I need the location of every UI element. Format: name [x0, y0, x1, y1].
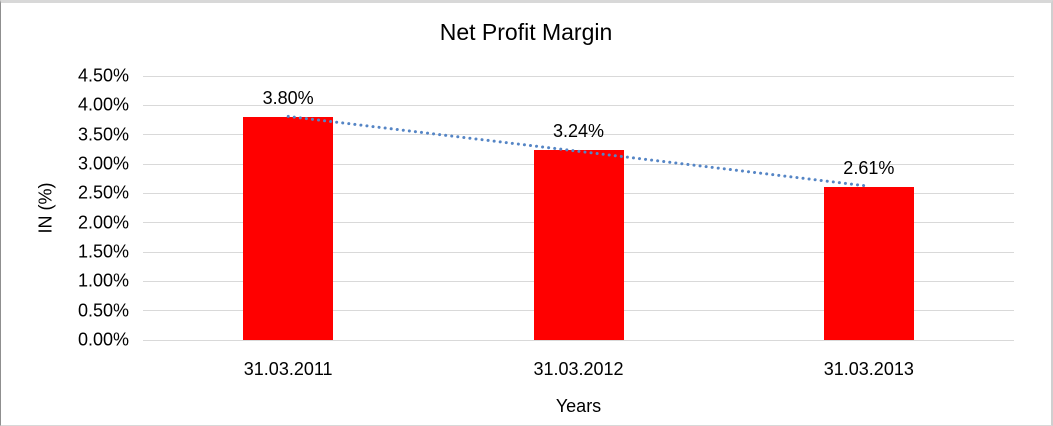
gridline: [143, 134, 1014, 136]
x-axis-category-labels: 31.03.2011 31.03.2012 31.03.2013: [143, 359, 1014, 380]
y-axis-tick-labels: 4.50% 4.00% 3.50% 3.00% 2.50% 2.00% 1.50% 1.00%…: [1, 66, 129, 350]
bar-31.03.2011: [243, 117, 334, 340]
y-tick-label: 1.00%: [77, 270, 129, 291]
linear-trendline: [286, 114, 871, 188]
x-category-label: 31.03.2013: [823, 359, 914, 379]
y-tick-label: 4.50%: [77, 65, 129, 86]
data-label: 2.61%: [843, 157, 895, 178]
y-tick-label: 3.50%: [77, 124, 129, 145]
chart-title: Net Profit Margin: [439, 19, 613, 45]
y-tick-label: 3.00%: [77, 153, 129, 174]
y-tick-label: 2.00%: [77, 212, 129, 233]
y-tick-label: 0.00%: [77, 329, 129, 350]
trendline-layer: [286, 114, 871, 188]
plot-area: 3.80% 3.24% 2.61%: [143, 75, 1014, 341]
y-tick-label: 4.00%: [77, 94, 129, 115]
gridline: [143, 339, 1014, 341]
bar-31.03.2013: [823, 186, 914, 340]
bar-31.03.2012: [533, 149, 624, 340]
data-label: 3.80%: [262, 88, 314, 109]
data-label: 3.24%: [552, 120, 605, 141]
gridline: [143, 104, 1014, 106]
x-axis-title: Years: [555, 396, 602, 416]
gridline: [143, 75, 1014, 77]
y-tick-label: 2.50%: [77, 182, 129, 203]
y-tick-label: 1.50%: [77, 241, 129, 262]
x-category-label: 31.03.2012: [533, 359, 624, 379]
x-category-label: 31.03.2011: [243, 359, 333, 379]
y-tick-label: 0.50%: [77, 300, 129, 321]
